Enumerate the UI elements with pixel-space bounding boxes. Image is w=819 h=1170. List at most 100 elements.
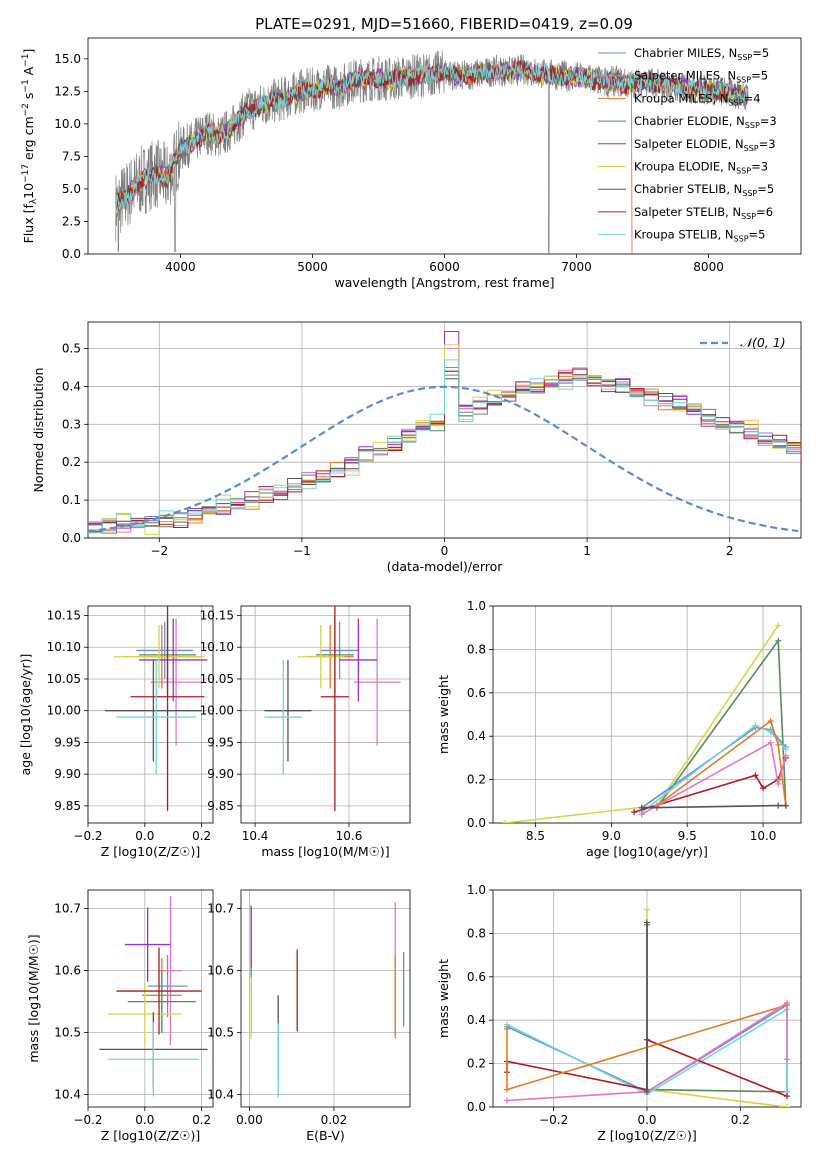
legend-n-value: 3 bbox=[769, 114, 776, 128]
y-tick-label: 10.4 bbox=[207, 1088, 234, 1102]
x-axis-label: wavelength [Angstrom, rest frame] bbox=[334, 275, 554, 290]
x-tick-label: 8000 bbox=[693, 260, 724, 274]
legend-entry: Kroupa STELIB, NSSP=5 bbox=[634, 228, 766, 244]
model-line-kroupa-stelib bbox=[115, 61, 749, 212]
legend-n-sub: SSP bbox=[742, 189, 757, 198]
y-tick-label: 0.0 bbox=[62, 247, 81, 261]
x-tick-label: 10.0 bbox=[750, 829, 777, 843]
errorbar-salpeter-miles bbox=[150, 618, 202, 746]
axes-frame bbox=[240, 889, 411, 1108]
mass-weight-line-kroupa-miles bbox=[656, 719, 787, 807]
y-tick-label: 10.15 bbox=[200, 609, 234, 623]
legend-n-eq: = bbox=[744, 91, 754, 105]
errorbar-salpeter-stelib bbox=[130, 606, 205, 811]
y-label-part: s bbox=[21, 93, 36, 104]
x-axis-label: (data-model)/error bbox=[387, 559, 504, 574]
y-tick-label: 9.90 bbox=[54, 767, 81, 781]
y-tick-label: 5.0 bbox=[62, 182, 81, 196]
y-tick-label: 9.85 bbox=[54, 799, 81, 813]
legend-n-prefix: , N bbox=[713, 91, 729, 105]
legend-n-value: 4 bbox=[753, 91, 760, 105]
y-axis-label: mass weight bbox=[436, 959, 451, 1038]
errorbar-chabrier-miles bbox=[136, 621, 194, 679]
errorbar-kroupa-elodie bbox=[297, 625, 345, 689]
y-tick-label: 0.2 bbox=[62, 455, 81, 469]
mass-vs-metallicity-panel: −0.2 0.0 0.2 10.4 10.5 10.6 10.7 Z [log10(Z/Z☉)… bbox=[26, 889, 214, 1143]
legend-n-prefix: , N bbox=[726, 182, 742, 196]
y-tick-label: 9.95 bbox=[207, 735, 234, 749]
legend-n-prefix: , N bbox=[721, 46, 737, 60]
spectrum-legend: Chabrier MILES, NSSP=5 Salpeter MILES, NS… bbox=[598, 46, 777, 244]
x-tick-label: 0.00 bbox=[236, 1113, 263, 1127]
age-vs-metallicity-panel: −0.2 0.0 0.2 9.85 9.90 9.95 10.00 10.05 10.10 10.… bbox=[18, 605, 214, 859]
data-point-marker bbox=[638, 811, 645, 818]
legend-entry: Chabrier MILES, NSSP=5 bbox=[634, 46, 769, 62]
y-tick-label: 0.1 bbox=[62, 493, 81, 507]
legend-entry: Salpeter STELIB, NSSP=6 bbox=[634, 205, 773, 221]
x-tick-label: −2 bbox=[150, 544, 168, 558]
age_vs_Z-plot-area bbox=[105, 606, 208, 811]
legend-series-name: Kroupa ELODIE bbox=[634, 160, 720, 174]
data-point-marker bbox=[784, 1056, 790, 1063]
mass-vs-ebv-panel: 0.00 0.02 10.4 10.5 10.6 10.7 E(B-V) bbox=[207, 889, 411, 1143]
legend-n-eq: = bbox=[759, 137, 769, 151]
x-tick-label: 0.02 bbox=[321, 1113, 348, 1127]
errorbar-salpeter-miles bbox=[159, 896, 182, 1045]
data-point-marker bbox=[638, 804, 645, 811]
y-label-part: erg cm bbox=[21, 116, 36, 164]
legend-n-value: 5 bbox=[761, 69, 768, 83]
data-point-marker bbox=[504, 1097, 510, 1104]
y-label-part: −1 bbox=[21, 79, 31, 92]
errorbar-chabrier-stelib bbox=[105, 659, 202, 762]
y-axis-label: mass weight bbox=[436, 675, 451, 754]
legend-n-sub: SSP bbox=[745, 121, 760, 130]
data-point-marker bbox=[644, 906, 650, 913]
legend-series-name: Kroupa STELIB bbox=[634, 228, 718, 242]
y-tick-label: 0.2 bbox=[467, 773, 486, 787]
spectrum-plot-area bbox=[115, 50, 749, 254]
histogram-chabrier-elodie bbox=[88, 373, 801, 534]
x-tick-label: 10.6 bbox=[336, 829, 363, 843]
data-point-marker bbox=[644, 919, 650, 926]
y-tick-label: 1.0 bbox=[467, 883, 486, 897]
legend-entry: Chabrier ELODIE, NSSP=3 bbox=[634, 114, 777, 130]
x-tick-label: 9.0 bbox=[602, 829, 621, 843]
legend-entry: Salpeter ELODIE, NSSP=3 bbox=[634, 137, 776, 153]
legend-entry: Salpeter MILES, NSSP=5 bbox=[634, 69, 768, 85]
figure-title: PLATE=0291, MJD=51660, FIBERID=0419, z=0… bbox=[255, 15, 633, 33]
legend-n-prefix: , N bbox=[725, 205, 741, 219]
x-axis-label: Z [log10(Z/Z☉)] bbox=[101, 1128, 201, 1143]
y-tick-label: 0.4 bbox=[467, 1013, 486, 1027]
x-axis-label: mass [log10(M/M☉)] bbox=[261, 844, 389, 859]
y-tick-label: 0.3 bbox=[62, 417, 81, 431]
y-tick-label: 9.95 bbox=[54, 735, 81, 749]
errorbar-salpeter-stelib bbox=[116, 947, 202, 1035]
errorbar-chabrier-miles bbox=[320, 621, 359, 679]
x-tick-label: 10.4 bbox=[242, 829, 269, 843]
y-tick-label: 10.5 bbox=[207, 1026, 234, 1040]
x-tick-label: −1 bbox=[293, 544, 311, 558]
errorbar-kroupa-stelib bbox=[264, 659, 303, 775]
y-tick-label: 10.10 bbox=[200, 640, 234, 654]
data-point-marker bbox=[752, 772, 759, 779]
legend-entry: Chabrier STELIB, NSSP=5 bbox=[634, 182, 774, 198]
data-point-marker bbox=[784, 999, 790, 1006]
y-tick-label: 10.5 bbox=[54, 1026, 81, 1040]
histogram-kroupa-elodie bbox=[88, 344, 801, 535]
legend-n-prefix: , N bbox=[729, 114, 745, 128]
y-tick-label: 0.2 bbox=[467, 1057, 486, 1071]
legend-series-name: Kroupa MILES bbox=[634, 91, 713, 105]
legend-n-sub: SSP bbox=[736, 76, 751, 85]
errorbar-chabrier-elodie bbox=[127, 970, 196, 1033]
y-tick-label: 10.00 bbox=[200, 704, 234, 718]
x-tick-label: −0.2 bbox=[73, 1113, 102, 1127]
errorbar-chabrier-stelib bbox=[264, 659, 312, 762]
data-point-marker bbox=[767, 728, 774, 735]
y-tick-label: 15.0 bbox=[54, 52, 81, 66]
y-label-part: 10 bbox=[21, 183, 36, 199]
mass-weight-line-kroupa-elodie bbox=[646, 909, 788, 1107]
y-tick-label: 10.7 bbox=[207, 902, 234, 916]
legend-n-value: 5 bbox=[767, 182, 774, 196]
errorbar-salpeter-elodie bbox=[139, 618, 208, 702]
legend-n-eq: = bbox=[752, 46, 762, 60]
